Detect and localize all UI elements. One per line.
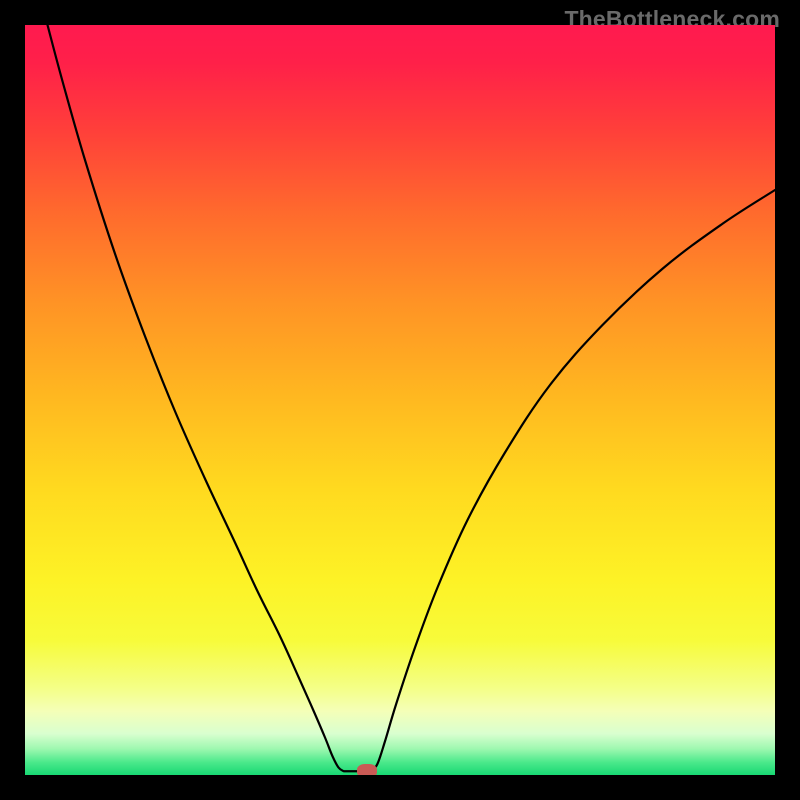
bottleneck-curve: [25, 25, 775, 775]
optimum-marker: [357, 764, 377, 775]
plot-area: [25, 25, 775, 775]
curve-path: [48, 25, 776, 771]
